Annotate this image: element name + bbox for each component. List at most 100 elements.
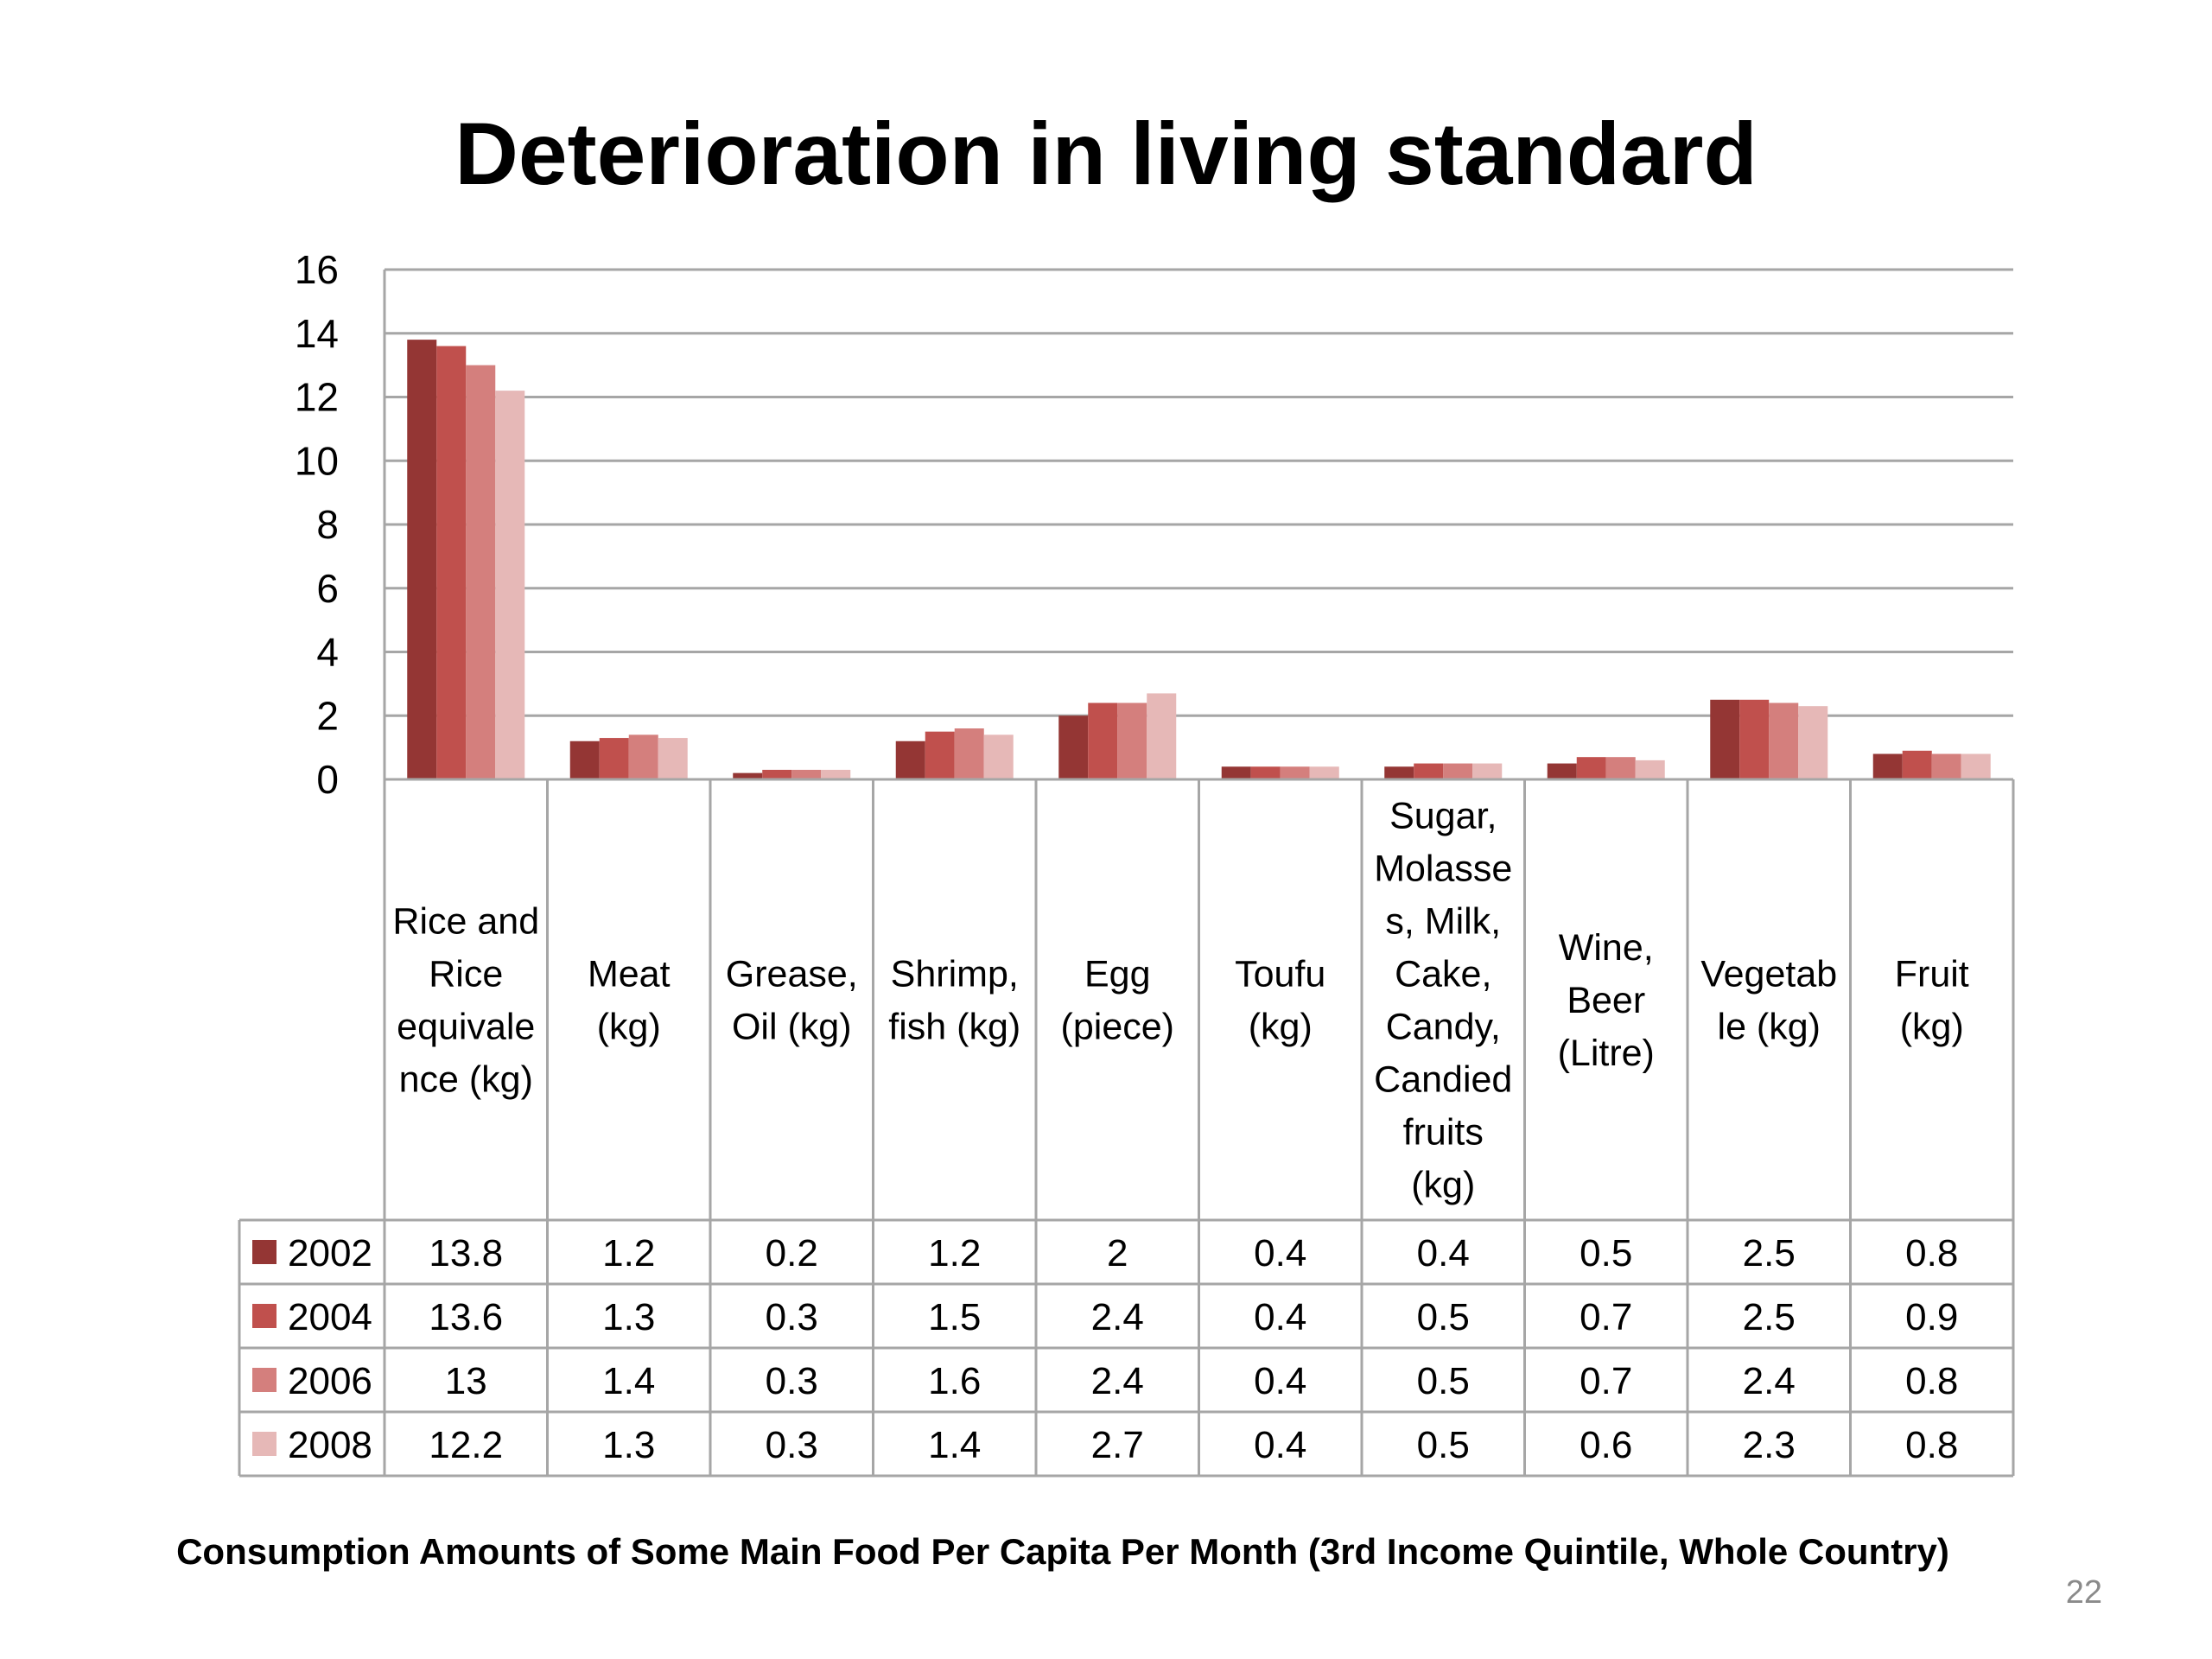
data-label: 2.4 <box>1743 1360 1796 1402</box>
bar <box>466 365 496 779</box>
bar <box>1309 766 1339 779</box>
data-label: 0.8 <box>1905 1232 1958 1274</box>
bar <box>658 738 688 779</box>
data-label: 1.3 <box>602 1296 655 1338</box>
category-label-line: Sugar, <box>1389 796 1497 837</box>
category-label-line: Cake, <box>1395 954 1491 995</box>
data-label: 2.4 <box>1091 1360 1144 1402</box>
category-label-line: Vegetab <box>1700 954 1837 995</box>
category-label-line: fruits <box>1403 1112 1484 1154</box>
slide-title: Deterioration in living standard <box>454 105 1758 203</box>
legend-swatch <box>252 1304 276 1328</box>
data-label: 13.8 <box>429 1232 503 1274</box>
category-label-line: Toufu <box>1235 954 1325 995</box>
bar <box>436 346 467 779</box>
data-label: 0.4 <box>1254 1424 1306 1466</box>
data-label: 0.5 <box>1417 1424 1470 1466</box>
bar <box>791 769 822 779</box>
data-label: 1.4 <box>602 1360 655 1402</box>
bar <box>1058 715 1089 779</box>
category-label-line: Grease, <box>726 954 858 995</box>
category-label: Wine, Beer (Litre) <box>1558 927 1655 1074</box>
bar <box>983 734 1014 779</box>
data-label: 0.5 <box>1417 1296 1470 1338</box>
bar <box>1635 760 1665 779</box>
category-label-line: (piece) <box>1061 1007 1174 1048</box>
data-label: 0.8 <box>1905 1360 1958 1402</box>
bar <box>895 741 925 779</box>
data-label: 0.5 <box>1417 1360 1470 1402</box>
data-label: 0.9 <box>1905 1296 1958 1338</box>
bar <box>1250 766 1281 779</box>
data-label: 2 <box>1107 1232 1128 1274</box>
data-label: 0.6 <box>1580 1424 1632 1466</box>
bar <box>1872 753 1903 779</box>
data-label: 0.3 <box>766 1296 818 1338</box>
bar <box>1547 763 1577 779</box>
data-label: 2.7 <box>1091 1424 1144 1466</box>
bar <box>1472 763 1503 779</box>
category-label: Rice and Rice equivale nce (kg) <box>392 901 539 1101</box>
category-label-line: Candy, <box>1386 1007 1501 1048</box>
category-label: Shrimp, fish (kg) <box>888 954 1020 1048</box>
bar <box>925 731 955 779</box>
category-label-line: Rice and <box>392 901 539 943</box>
category-label-line: Rice <box>429 954 503 995</box>
bar <box>1147 693 1177 779</box>
legend-swatch <box>252 1240 276 1264</box>
bar <box>762 769 792 779</box>
y-tick-label: 10 <box>295 438 339 483</box>
bar <box>1739 699 1770 779</box>
data-label: 1.2 <box>602 1232 655 1274</box>
category-label-line: nce (kg) <box>399 1059 533 1101</box>
bar <box>1961 753 1991 779</box>
legend-swatch <box>252 1368 276 1392</box>
category-label-line: (kg) <box>597 1007 661 1048</box>
y-tick-label: 6 <box>316 566 339 611</box>
legend-label: 2002 <box>288 1232 372 1274</box>
category-label: Sugar, Molasse s, Milk, Cake, Candy, Candied f… <box>1374 796 1512 1206</box>
data-label: 2.4 <box>1091 1296 1144 1338</box>
category-label: Meat (kg) <box>588 954 671 1048</box>
data-label: 0.3 <box>766 1360 818 1402</box>
legend-label: 2008 <box>288 1424 372 1466</box>
category-label: Fruit (kg) <box>1895 954 1969 1048</box>
bar <box>1280 766 1310 779</box>
category-label-line: (kg) <box>1411 1165 1475 1206</box>
bar <box>1798 706 1828 779</box>
data-label: 0.4 <box>1254 1360 1306 1402</box>
data-label: 0.4 <box>1417 1232 1470 1274</box>
category-label-line: equivale <box>397 1007 535 1048</box>
legend-swatch <box>252 1432 276 1456</box>
bar <box>495 391 525 779</box>
bar <box>1384 766 1414 779</box>
y-tick-label: 0 <box>316 757 339 802</box>
bar <box>1576 757 1606 779</box>
data-label: 2.5 <box>1743 1296 1796 1338</box>
data-label: 1.3 <box>602 1424 655 1466</box>
data-label: 1.4 <box>928 1424 981 1466</box>
category-label: Egg (piece) <box>1061 954 1174 1048</box>
bar <box>569 741 600 779</box>
category-label-line: le (kg) <box>1718 1007 1821 1048</box>
category-label-line: fish (kg) <box>888 1007 1020 1048</box>
bar <box>1605 757 1636 779</box>
bar <box>1931 753 1961 779</box>
data-label: 0.8 <box>1905 1424 1958 1466</box>
category-label-line: Egg <box>1084 954 1151 995</box>
bar <box>1769 702 1799 779</box>
y-tick-label: 2 <box>316 693 339 738</box>
category-label-line: Molasse <box>1374 849 1512 890</box>
category-label-line: Shrimp, <box>891 954 1019 995</box>
data-label: 0.3 <box>766 1424 818 1466</box>
category-label-line: Oil (kg) <box>732 1007 852 1048</box>
data-label: 2.5 <box>1743 1232 1796 1274</box>
data-table: Rice and Rice equivale nce (kg) Meat (kg) Grea… <box>238 778 2015 1478</box>
bar <box>821 769 851 779</box>
category-label-line: s, Milk, <box>1385 901 1501 943</box>
category-label-line: Wine, <box>1559 927 1654 969</box>
bar <box>628 734 658 779</box>
category-label-line: Candied <box>1374 1059 1512 1101</box>
data-label: 13.6 <box>429 1296 503 1338</box>
